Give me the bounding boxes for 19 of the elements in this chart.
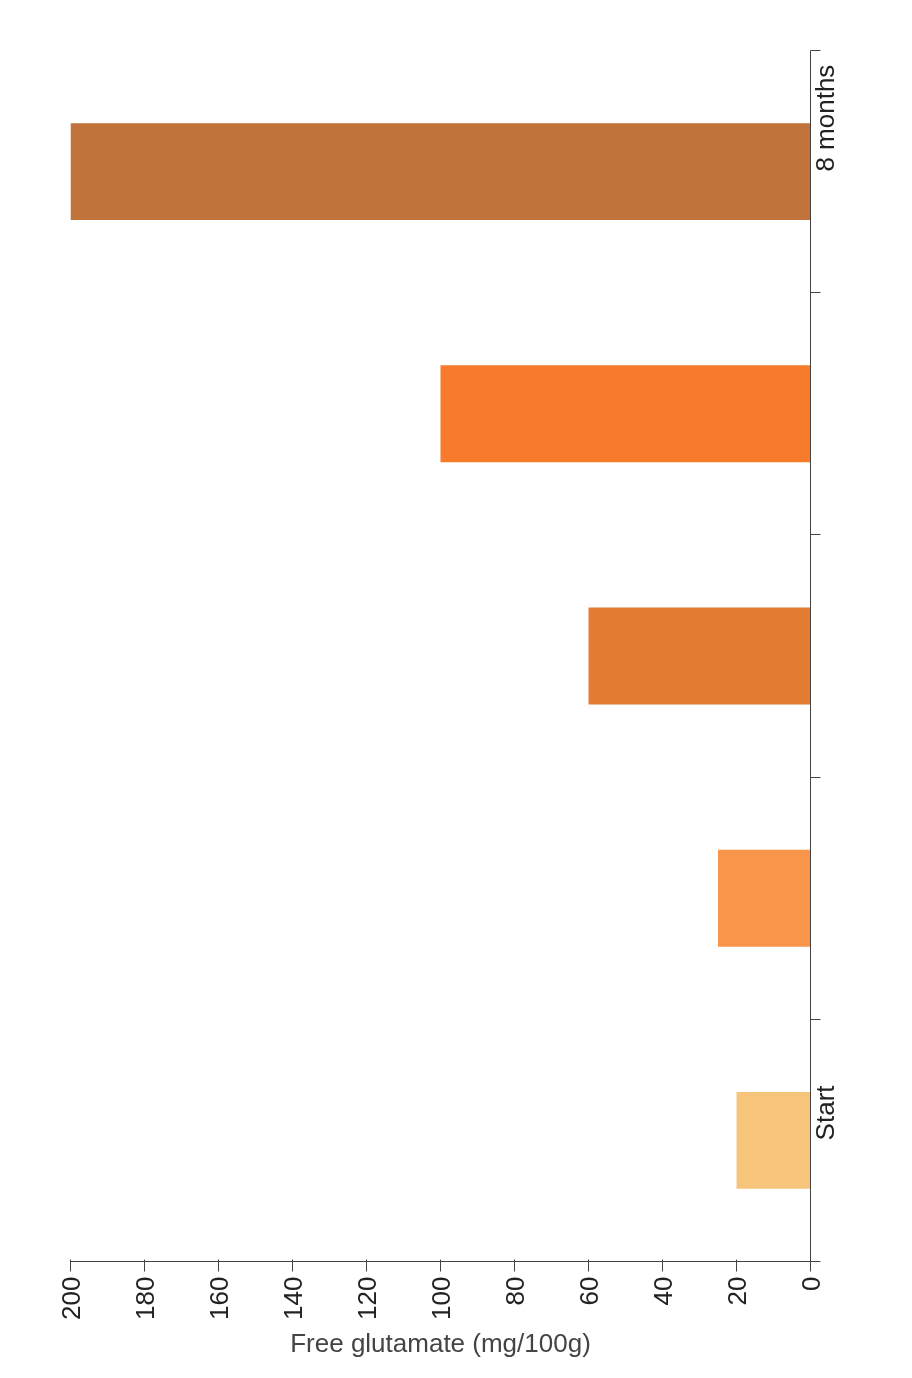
x-tick-label: 60 [573,1276,604,1306]
x-tick-label: 100 [425,1276,456,1320]
x-tick-label: 120 [351,1276,382,1320]
y-tick-label: Start [810,1084,841,1141]
x-tick-label: 40 [647,1276,678,1306]
y-tick-label: 8 months [810,64,841,172]
x-tick-label: 200 [55,1276,86,1320]
x-tick-label: 80 [499,1276,530,1306]
bar [718,849,811,947]
x-tick-label: 140 [277,1276,308,1320]
x-tick-label: 20 [721,1276,752,1306]
x-axis-title: Free glutamate (mg/100g) [290,1327,591,1358]
x-tick-label: 0 [795,1276,826,1291]
x-tick-label: 160 [203,1276,234,1320]
x-tick-label: 180 [129,1276,160,1320]
bar [588,607,811,705]
bar [70,123,811,221]
bar [440,365,811,463]
bar [736,1091,811,1189]
